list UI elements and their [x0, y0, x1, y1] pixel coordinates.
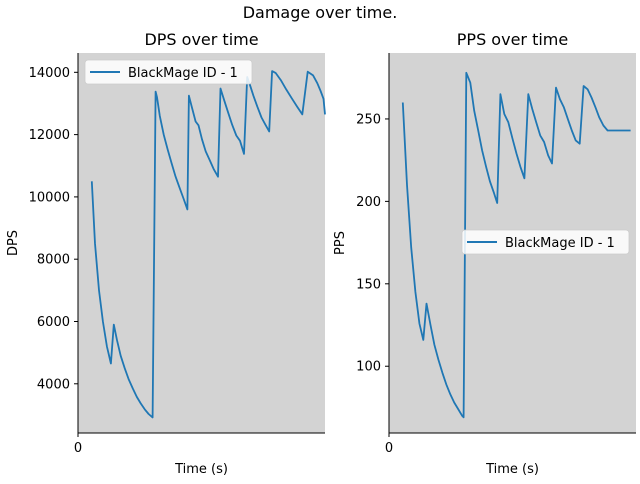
pps-ticks: 100 150 200 250 0 [356, 112, 393, 456]
pps-series-layer [401, 71, 631, 419]
pps-legend-box [461, 229, 630, 255]
pps-y-tick-label: 100 [356, 360, 381, 375]
dps-chart: DPS over time Time (s) DPS 4000 6000 8000 1… [6, 30, 326, 477]
pps-y-tick-label: 250 [356, 112, 381, 127]
pps-series-line [401, 71, 631, 419]
dps-y-tick-label: 8000 [37, 253, 70, 268]
dps-legend-box [84, 59, 253, 85]
pps-x-tick-label: 0 [385, 441, 393, 456]
pps-y-tick-label: 200 [356, 195, 381, 210]
dps-ticks: 4000 6000 8000 10000 12000 14000 0 [29, 66, 83, 456]
dps-y-tick-label: 4000 [37, 377, 70, 392]
dps-y-tick-label: 10000 [29, 190, 70, 205]
dps-plot-area [78, 53, 325, 433]
dps-legend-label: BlackMage ID - 1 [128, 66, 238, 81]
dps-series-layer [90, 70, 326, 419]
dps-chart-title: DPS over time [144, 30, 258, 49]
pps-chart: PPS over time Time (s) PPS 100 150 200 250 0… [333, 30, 636, 477]
dps-x-axis-label: Time (s) [174, 462, 228, 477]
dps-y-tick-label: 6000 [37, 315, 70, 330]
pps-chart-title: PPS over time [457, 30, 568, 49]
dps-x-tick-label: 0 [74, 441, 82, 456]
dps-y-tick-label: 14000 [29, 66, 70, 81]
pps-y-axis-label: PPS [333, 231, 348, 255]
dps-legend: BlackMage ID - 1 [84, 59, 253, 85]
figure-suptitle: Damage over time. [243, 3, 398, 22]
pps-y-tick-label: 150 [356, 277, 381, 292]
dps-series-line [90, 70, 326, 419]
pps-legend: BlackMage ID - 1 [461, 229, 630, 255]
dps-y-axis-label: DPS [6, 230, 21, 256]
pps-legend-label: BlackMage ID - 1 [505, 236, 615, 251]
dps-y-tick-label: 12000 [29, 128, 70, 143]
pps-x-axis-label: Time (s) [485, 462, 539, 477]
